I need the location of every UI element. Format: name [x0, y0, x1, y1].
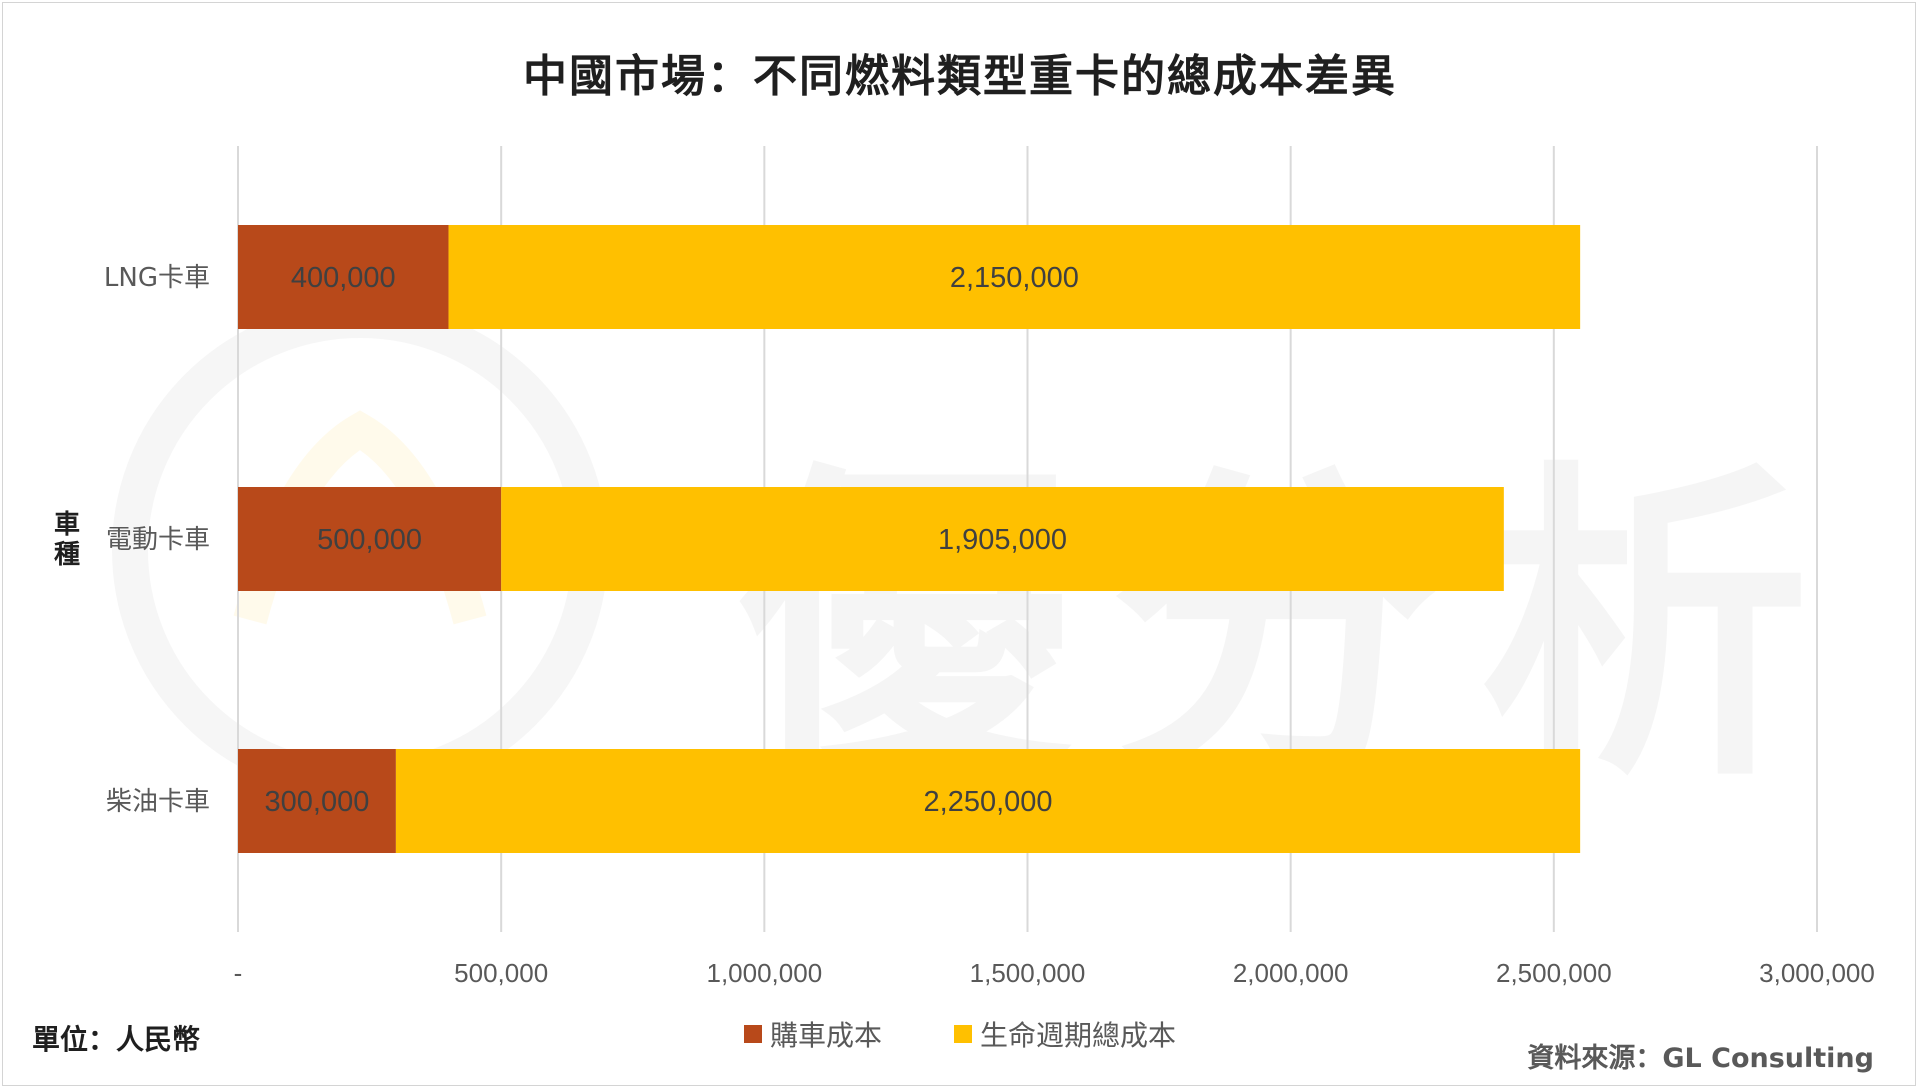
data-label-purchase-0: 400,000 — [291, 262, 396, 294]
x-tick-label-5: 2,500,000 — [1496, 958, 1612, 988]
bar-purchase-0 — [238, 225, 449, 329]
x-tick-label-1: 500,000 — [454, 958, 548, 988]
category-label-0: LNG卡車 — [104, 263, 210, 293]
category-label-1: 電動卡車 — [106, 525, 210, 555]
data-label-lifecycle-1: 1,905,000 — [938, 524, 1067, 556]
x-tick-label-3: 1,500,000 — [970, 958, 1086, 988]
data-label-lifecycle-0: 2,150,000 — [950, 262, 1079, 294]
chart-title: 中國市場：不同燃料類型重卡的總成本差異 — [523, 51, 1397, 102]
bar-lifecycle-0 — [448, 225, 1581, 329]
x-tick-label-6: 3,000,000 — [1759, 958, 1875, 988]
legend-swatch-purchase — [743, 1025, 762, 1043]
x-tick-label-0: - — [234, 958, 243, 988]
data-label-purchase-2: 300,000 — [265, 786, 370, 818]
legend-label-lifecycle: 生命週期總成本 — [980, 1019, 1177, 1052]
legend-label-purchase: 購車成本 — [769, 1019, 882, 1052]
legend-item-purchase: 購車成本 — [743, 1014, 882, 1054]
unit-note: 單位：人民幣 — [32, 1023, 201, 1056]
data-label-lifecycle-2: 2,250,000 — [924, 786, 1053, 818]
bar-lifecycle-1 — [501, 487, 1504, 591]
legend: 購車成本 生命週期總成本 — [0, 1014, 1920, 1054]
bar-purchase-1 — [238, 487, 502, 591]
bar-lifecycle-2 — [395, 749, 1581, 853]
legend-item-lifecycle: 生命週期總成本 — [954, 1014, 1176, 1054]
bar-purchase-2 — [238, 749, 396, 853]
data-label-purchase-1: 500,000 — [317, 524, 422, 556]
x-tick-label-2: 1,000,000 — [706, 958, 822, 988]
category-label-2: 柴油卡車 — [106, 787, 210, 817]
source-note: 資料來源：GL Consulting — [1527, 1043, 1874, 1074]
x-tick-label-4: 2,000,000 — [1233, 958, 1349, 988]
y-axis-title: 車種 — [53, 510, 80, 570]
legend-swatch-lifecycle — [954, 1025, 972, 1043]
